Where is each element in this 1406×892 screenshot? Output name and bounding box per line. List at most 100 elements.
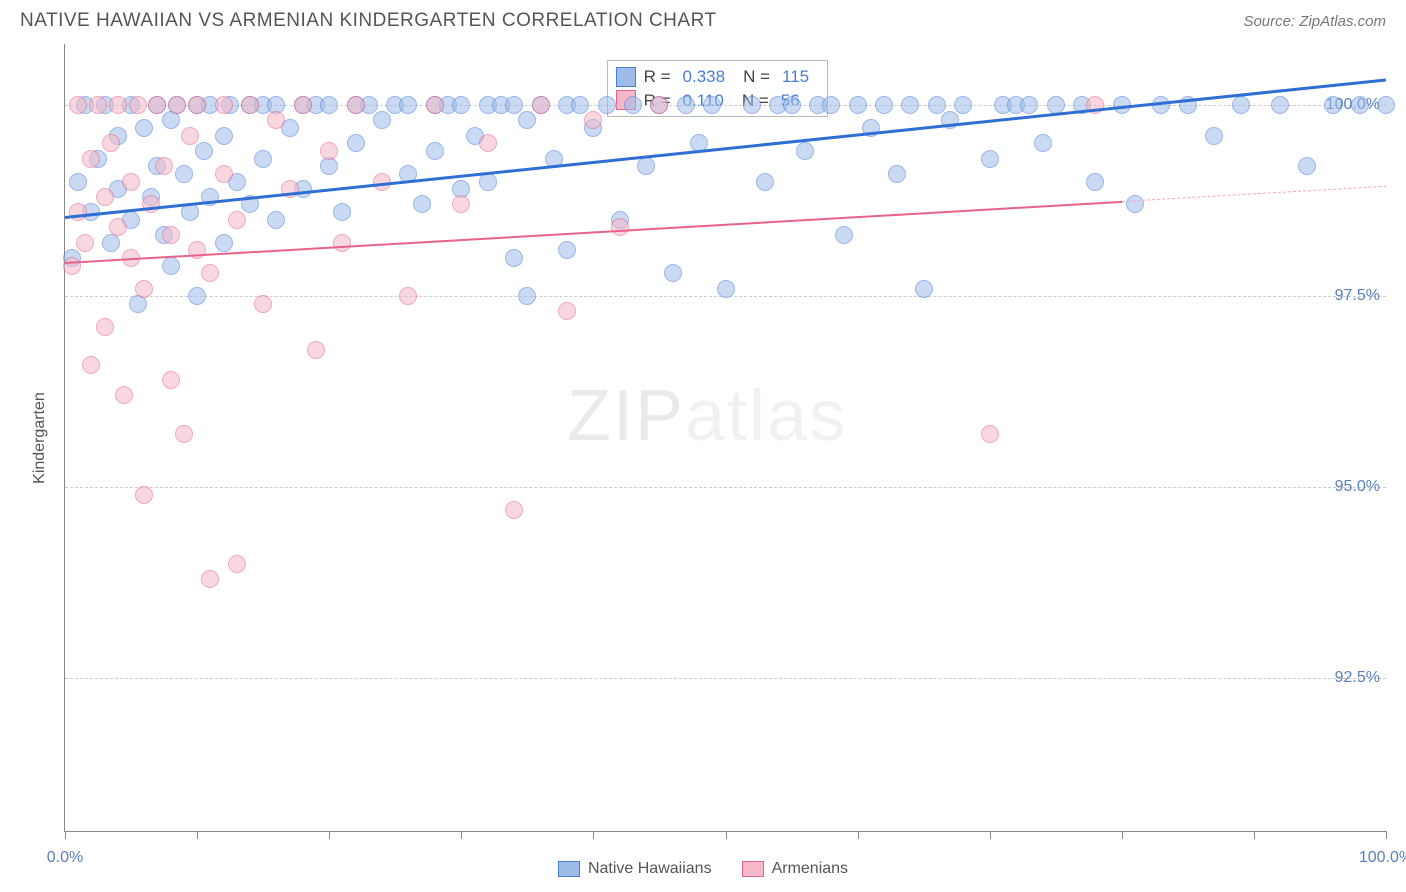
scatter-point-nh [849,96,867,114]
scatter-point-nh [162,257,180,275]
scatter-point-ar [102,134,120,152]
scatter-point-ar [89,96,107,114]
scatter-point-nh [743,96,761,114]
scatter-point-nh [928,96,946,114]
y-axis-label-wrap: Kindergarten [20,44,60,832]
scatter-point-ar [558,302,576,320]
scatter-point-nh [518,111,536,129]
scatter-point-nh [677,96,695,114]
scatter-point-ar [452,195,470,213]
gridline-h [65,678,1386,679]
scatter-point-ar [294,96,312,114]
scatter-point-nh [1126,195,1144,213]
x-tick [593,831,594,839]
x-tick [329,831,330,839]
scatter-point-ar [215,96,233,114]
scatter-point-nh [373,111,391,129]
scatter-point-ar [148,96,166,114]
scatter-point-ar [135,486,153,504]
scatter-point-nh [175,165,193,183]
scatter-point-ar [254,295,272,313]
scatter-point-ar [109,218,127,236]
scatter-point-ar [333,234,351,252]
scatter-point-ar [505,501,523,519]
scatter-point-nh [1205,127,1223,145]
scatter-point-nh [215,127,233,145]
scatter-point-nh [1271,96,1289,114]
r-value: 0.338 [683,65,726,89]
scatter-point-nh [875,96,893,114]
scatter-point-ar [584,111,602,129]
scatter-point-nh [1351,96,1369,114]
chart-container: Kindergarten ZIPatlas R =0.338N =115R =0… [20,44,1386,832]
r-label: R = [644,65,671,89]
scatter-point-ar [175,425,193,443]
trendline-dash [1122,185,1386,201]
scatter-point-ar [129,96,147,114]
legend-swatch [616,67,636,87]
gridline-h [65,487,1386,488]
x-tick [461,831,462,839]
scatter-point-nh [347,134,365,152]
source-attribution: Source: ZipAtlas.com [1243,13,1386,30]
scatter-point-ar [122,173,140,191]
scatter-point-ar [267,111,285,129]
scatter-point-nh [1298,157,1316,175]
x-tick [726,831,727,839]
scatter-point-ar [69,96,87,114]
watermark: ZIPatlas [567,375,847,457]
scatter-point-ar [135,280,153,298]
chart-title: NATIVE HAWAIIAN VS ARMENIAN KINDERGARTEN… [20,10,717,32]
scatter-point-nh [215,234,233,252]
scatter-point-nh [1086,173,1104,191]
scatter-point-ar [650,96,668,114]
x-tick [1386,831,1387,839]
scatter-point-nh [1020,96,1038,114]
scatter-point-nh [664,264,682,282]
y-axis-label: Kindergarten [31,392,49,484]
x-tick [197,831,198,839]
legend-swatch [558,861,580,877]
scatter-point-ar [69,203,87,221]
scatter-point-ar [426,96,444,114]
x-tick [990,831,991,839]
scatter-point-nh [413,195,431,213]
scatter-point-ar [162,226,180,244]
scatter-point-ar [347,96,365,114]
n-value: 115 [782,65,809,89]
scatter-point-nh [981,150,999,168]
header: NATIVE HAWAIIAN VS ARMENIAN KINDERGARTEN… [0,0,1406,38]
y-tick-label: 92.5% [1335,669,1380,687]
scatter-point-ar [228,555,246,573]
scatter-point-ar [532,96,550,114]
scatter-point-nh [320,96,338,114]
scatter-point-nh [135,119,153,137]
scatter-point-ar [115,386,133,404]
trendline [65,201,1122,264]
y-tick-label: 95.0% [1335,478,1380,496]
scatter-point-ar [142,195,160,213]
bottom-legend: Native HawaiiansArmenians [0,860,1406,878]
scatter-point-nh [1034,134,1052,152]
scatter-point-ar [188,96,206,114]
scatter-point-nh [1232,96,1250,114]
x-tick [1254,831,1255,839]
scatter-point-nh [624,96,642,114]
scatter-point-nh [505,96,523,114]
scatter-point-ar [399,287,417,305]
scatter-point-nh [637,157,655,175]
scatter-point-nh [518,287,536,305]
scatter-point-nh [756,173,774,191]
scatter-point-nh [901,96,919,114]
scatter-point-ar [76,234,94,252]
legend-label: Native Hawaiians [588,860,712,878]
watermark-part2: atlas [685,376,847,456]
scatter-point-nh [426,142,444,160]
scatter-point-nh [822,96,840,114]
scatter-point-ar [162,371,180,389]
scatter-point-nh [188,287,206,305]
scatter-point-ar [201,570,219,588]
plot-area: ZIPatlas R =0.338N =115R =0.110N =56 92.… [64,44,1386,832]
scatter-point-nh [1324,96,1342,114]
scatter-point-nh [915,280,933,298]
